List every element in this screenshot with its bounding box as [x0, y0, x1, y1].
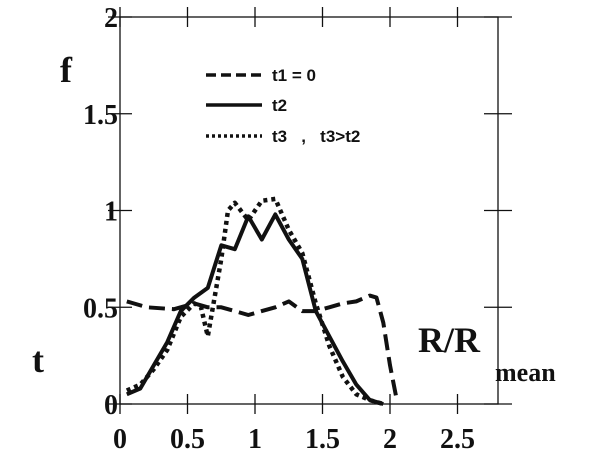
x-tick-label: 0.5 — [170, 424, 205, 455]
y-tick-label: 0 — [104, 390, 118, 421]
x-tick-label: 2.5 — [440, 424, 475, 455]
x-tick-labels: 0 0.5 1 1.5 2 2.5 — [113, 424, 475, 455]
y-tick-label: 0.5 — [83, 293, 118, 324]
y-tick-label: 1.5 — [83, 100, 118, 131]
x-tick-label: 1 — [248, 424, 262, 455]
x-tick-label: 2 — [383, 424, 397, 455]
y-tick-label: 1 — [104, 197, 118, 228]
x-axis-label-main: R/R — [418, 320, 481, 360]
legend-label-t1: t1 = 0 — [272, 66, 316, 85]
series-line-1 — [126, 293, 399, 401]
y-tick-label: 2 — [104, 3, 118, 34]
axis-ticks — [108, 7, 512, 414]
legend-label-t2: t2 — [272, 96, 287, 115]
legend-label-t3: t3 , t3>t2 — [272, 127, 360, 146]
series-line-3 — [125, 196, 384, 407]
x-tick-label: 1.5 — [305, 424, 340, 455]
series-line-2 — [126, 212, 384, 406]
y-tick-labels: 0 0.5 1 1.5 2 — [83, 3, 118, 421]
y-axis-label-top: f — [60, 50, 73, 90]
legend: t1 = 0 t2 t3 , t3>t2 — [206, 66, 360, 146]
y-axis-label-bottom: t — [32, 340, 44, 380]
x-tick-label: 0 — [113, 424, 127, 455]
series-lines — [125, 196, 399, 407]
x-axis-label-sub: mean — [495, 358, 556, 387]
